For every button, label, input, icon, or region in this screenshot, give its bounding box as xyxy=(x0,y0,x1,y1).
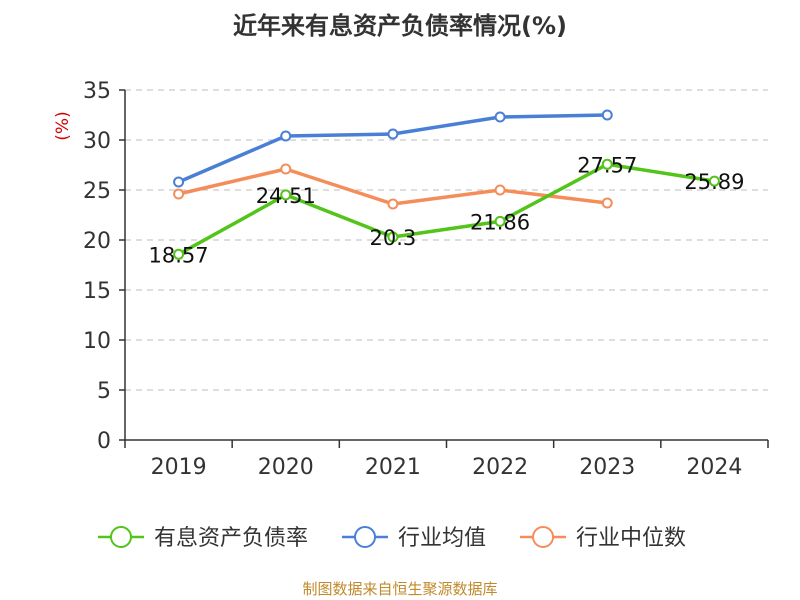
legend: 有息资产负债率 行业均值 行业中位数 xyxy=(98,526,686,551)
y-tick-label: 5 xyxy=(97,379,111,404)
legend-swatch-marker xyxy=(532,526,555,548)
series-lines xyxy=(173,109,720,260)
legend-label: 行业均值 xyxy=(398,526,486,551)
series-point xyxy=(387,198,399,210)
series-point xyxy=(280,130,292,142)
series-point xyxy=(601,109,613,121)
data-label: 24.51 xyxy=(256,184,316,208)
series-point xyxy=(280,189,292,201)
y-tick-label: 35 xyxy=(83,79,111,104)
legend-swatch-marker xyxy=(110,526,132,548)
data-label: 18.57 xyxy=(149,243,209,267)
source-note: 制图数据来自恒生聚源数据库 xyxy=(302,580,497,598)
series-line xyxy=(176,113,609,184)
x-tick-label: 2019 xyxy=(151,455,207,480)
legend-label: 有息资产负债率 xyxy=(154,526,308,551)
series-point xyxy=(173,188,185,200)
series-point xyxy=(387,128,399,140)
y-tick-label: 15 xyxy=(83,279,111,304)
series-point xyxy=(280,163,292,175)
data-label: 20.3 xyxy=(370,226,417,250)
data-label: 27.57 xyxy=(577,153,637,177)
series-line xyxy=(176,162,717,257)
legend-label: 行业中位数 xyxy=(576,526,686,551)
y-axis-label: (%) xyxy=(53,111,73,140)
series-point xyxy=(601,158,613,170)
x-tick-label: 2021 xyxy=(365,455,421,480)
gridlines xyxy=(125,89,768,391)
axes: 0 5 10 15 20 25 30 35 2019 2020 2021 2022 2023 2024 xyxy=(83,79,769,480)
y-tick-label: 20 xyxy=(83,229,111,254)
series-point xyxy=(173,248,185,260)
x-tick-label: 2024 xyxy=(686,455,742,480)
legend-swatch-marker xyxy=(354,526,377,548)
data-labels: 18.57 24.51 20.3 21.86 27.57 25.89 xyxy=(149,153,745,267)
x-tick-label: 2023 xyxy=(579,455,635,480)
series-point xyxy=(708,175,720,187)
series-point xyxy=(387,231,399,243)
data-label: 21.86 xyxy=(470,210,530,234)
y-tick-label: 0 xyxy=(97,429,111,454)
x-tick-label: 2022 xyxy=(472,455,528,480)
y-tick-label: 30 xyxy=(83,129,111,154)
series-point xyxy=(494,215,506,227)
y-tick-label: 10 xyxy=(83,329,111,354)
series-point xyxy=(601,197,613,209)
x-tick-label: 2020 xyxy=(258,455,314,480)
series-point xyxy=(494,111,506,123)
data-label: 25.89 xyxy=(684,170,744,194)
series-point xyxy=(173,176,185,188)
chart-title: 近年来有息资产负债率情况(%) xyxy=(233,12,567,40)
series-point xyxy=(494,184,506,196)
y-tick-label: 25 xyxy=(83,179,111,204)
